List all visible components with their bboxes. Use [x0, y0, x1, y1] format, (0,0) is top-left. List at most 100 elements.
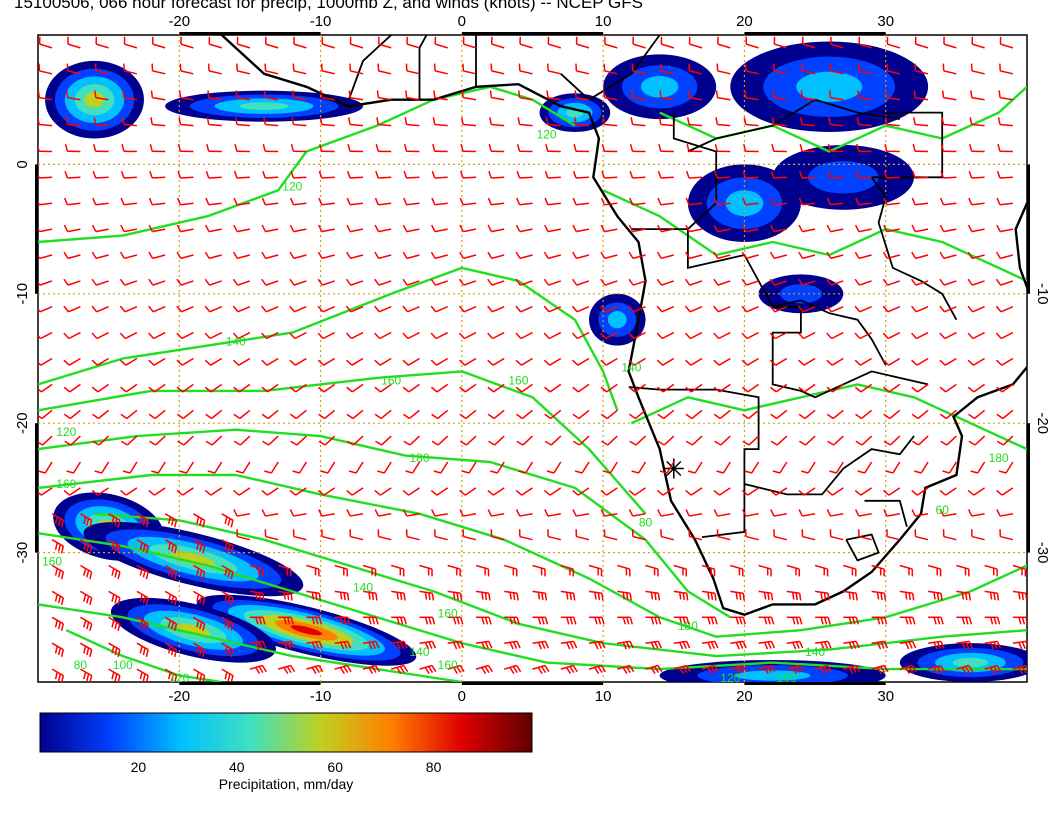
wind-barb — [883, 197, 900, 206]
wind-barb — [997, 117, 1013, 127]
wind-barb — [516, 144, 533, 153]
wind-barb — [798, 357, 816, 366]
wind-barb — [261, 197, 279, 206]
wind-barb — [967, 305, 985, 313]
wind-barb — [504, 640, 521, 650]
wind-barb — [968, 435, 986, 446]
wind-barb — [600, 357, 618, 366]
wind-barb — [716, 63, 731, 75]
wind-barb — [544, 509, 561, 517]
wind-barb — [730, 590, 745, 601]
contour-label: 140 — [409, 645, 429, 659]
wind-barb — [829, 529, 844, 541]
contour-label: 140 — [226, 335, 246, 349]
wind-barb — [572, 197, 590, 206]
wind-barb — [91, 487, 110, 496]
wind-barb — [433, 461, 449, 474]
lat-tick-label-left: 0 — [14, 160, 31, 168]
wind-barb — [603, 529, 618, 541]
wind-barb — [656, 487, 675, 496]
wind-barb — [826, 487, 844, 496]
wind-barb — [277, 564, 292, 577]
colorbar-label: Precipitation, mm/day — [218, 776, 354, 792]
wind-barb — [375, 170, 392, 179]
wind-barb — [730, 564, 744, 577]
wind-barb — [148, 383, 166, 393]
wind-barb — [713, 278, 731, 286]
wind-barb — [91, 383, 110, 393]
wind-barb — [645, 616, 662, 625]
lon-tick-label-top: 0 — [458, 13, 466, 30]
wind-barb — [317, 383, 336, 393]
wind-barb — [121, 144, 137, 153]
wind-barb — [458, 331, 477, 340]
wind-barb — [855, 170, 872, 179]
wind-barb — [289, 331, 307, 340]
wind-barb — [939, 224, 957, 233]
wind-barb — [136, 616, 149, 632]
precip-level — [796, 71, 863, 102]
wind-barb — [221, 539, 234, 554]
contour-labels: 120 120 140 160 160 140 180 180 120 160 160 140 160 1… — [42, 128, 1009, 686]
wind-barb — [657, 409, 675, 420]
lat-tick-label-left: -20 — [14, 412, 31, 434]
wind-barb — [547, 63, 561, 75]
wind-barb — [518, 90, 533, 101]
wind-barb — [120, 383, 138, 393]
wind-barb — [940, 170, 957, 179]
wind-barb — [176, 357, 194, 366]
wind-barb — [459, 435, 477, 446]
wind-barb — [547, 529, 561, 541]
wind-barb — [713, 509, 731, 517]
wind-barb — [600, 331, 618, 340]
wind-barb — [120, 170, 137, 179]
lon-tick-label-top: -10 — [310, 13, 332, 30]
wind-barb — [744, 461, 760, 474]
wind-barb — [475, 564, 490, 577]
wind-barb — [884, 117, 900, 127]
wind-barb — [685, 383, 703, 393]
contour-label: 120 — [169, 671, 189, 685]
wind-barb — [377, 529, 392, 541]
wind-barb — [629, 197, 646, 206]
wind-barb — [377, 63, 392, 75]
wind-barb — [617, 590, 632, 601]
wind-barb — [179, 461, 195, 474]
wind-barb — [204, 278, 222, 286]
wind-barb — [430, 331, 449, 340]
wind-barb — [232, 251, 251, 260]
wind-barb — [319, 117, 335, 127]
wind-barb — [122, 90, 138, 101]
wind-barb — [984, 616, 1001, 625]
wind-barb — [278, 640, 295, 650]
wind-barb — [771, 144, 787, 153]
wind-barb — [854, 251, 872, 260]
wind-barb — [261, 251, 279, 260]
wind-barb — [432, 117, 448, 127]
wind-barb — [911, 487, 929, 496]
wind-barb — [51, 513, 65, 528]
wind-barb — [63, 487, 81, 496]
wind-barb — [346, 487, 364, 496]
wind-barb — [770, 435, 788, 446]
wind-barb — [967, 278, 985, 286]
wind-barb — [628, 487, 646, 496]
contour-label: 120 — [282, 179, 302, 193]
precip-level — [952, 657, 989, 668]
wind-barb — [94, 461, 110, 474]
wind-barb — [911, 278, 929, 286]
wind-barb — [602, 90, 618, 101]
wind-barb — [519, 36, 533, 49]
wind-barb — [148, 487, 166, 496]
wind-barb — [207, 461, 223, 474]
wind-barb — [956, 590, 972, 601]
wind-barb — [927, 640, 945, 650]
wind-barb — [968, 144, 985, 153]
wind-barb — [939, 509, 957, 517]
wind-barb — [516, 170, 533, 179]
wind-barb — [233, 509, 251, 517]
wind-barb — [119, 331, 138, 340]
wind-barb — [956, 564, 970, 577]
wind-barb — [673, 616, 690, 625]
wind-barb — [827, 144, 844, 153]
